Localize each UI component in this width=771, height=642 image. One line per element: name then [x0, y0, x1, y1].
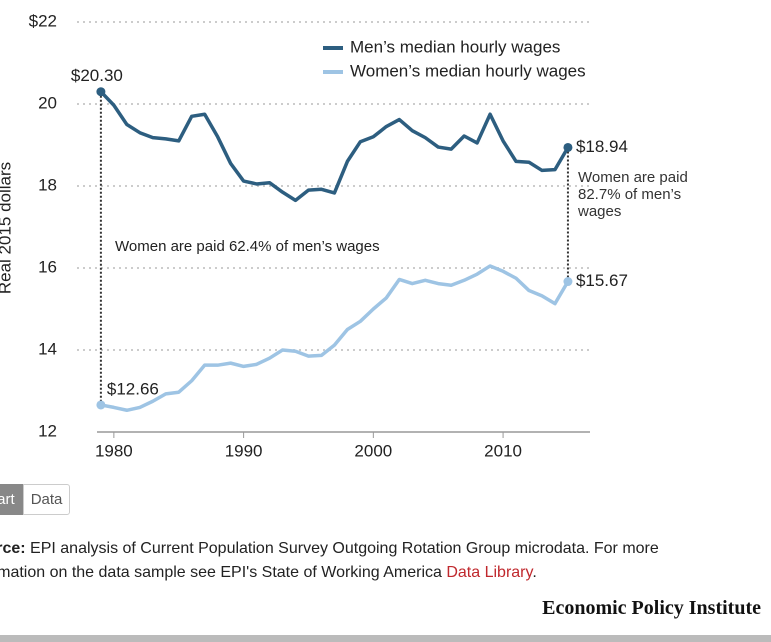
annotation: Women are paid 82.7% of men’s wages — [578, 169, 688, 220]
value-label: $12.66 — [107, 379, 159, 398]
source-end: . — [532, 564, 537, 581]
source-label: Source: — [0, 540, 26, 557]
tab-data[interactable]: Data — [22, 484, 71, 515]
y-tick-label: 16 — [38, 257, 57, 276]
source-text: EPI analysis of Current Population Surve… — [0, 540, 659, 581]
organization: Economic Policy Institute — [542, 597, 761, 619]
x-tick-label: 1990 — [225, 441, 263, 460]
point — [563, 142, 573, 152]
y-tick-label: 12 — [38, 421, 57, 440]
value-label: $20.30 — [71, 66, 123, 85]
tabs: Chart Data — [0, 484, 71, 515]
x-tick-label: 2010 — [484, 441, 522, 460]
source-link[interactable]: Data Library — [446, 564, 533, 581]
x-tick-label: 1980 — [95, 441, 133, 460]
series-line — [99, 90, 570, 203]
value-label: $15.67 — [576, 271, 628, 290]
point — [96, 400, 106, 410]
y-axis-label: Real 2015 dollars — [0, 162, 14, 294]
x-tick-label: 2000 — [354, 441, 392, 460]
legend-label: Men’s median hourly wages — [350, 37, 560, 56]
footer-bar — [0, 635, 771, 642]
chart: Real 2015 dollars Women are paid 62.4% o… — [0, 11, 628, 460]
y-tick-label: 18 — [38, 175, 57, 194]
source: Source: EPI analysis of Current Populati… — [0, 537, 726, 585]
series-line — [100, 264, 570, 413]
y-tick-label: 14 — [38, 339, 57, 358]
y-tick-label: $22 — [29, 11, 57, 30]
point — [563, 277, 573, 287]
tab-chart[interactable]: Chart — [0, 484, 23, 515]
value-label: $18.94 — [576, 137, 628, 156]
legend-label: Women’s median hourly wages — [350, 61, 586, 80]
annotation: Women are paid 62.4% of men’s wages — [115, 238, 380, 255]
y-tick-label: 20 — [38, 93, 57, 112]
point — [96, 87, 106, 97]
